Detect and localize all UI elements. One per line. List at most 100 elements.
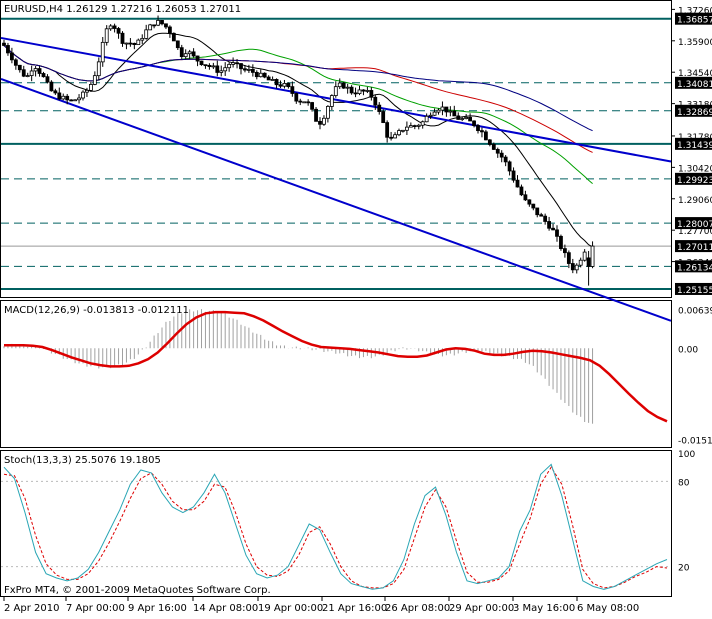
bear-candle (266, 76, 271, 81)
bear-candle (167, 26, 172, 34)
bear-candle (306, 101, 311, 104)
bull-candle (365, 90, 370, 92)
bear-candle (254, 72, 259, 78)
price-level-tag (675, 137, 712, 150)
bear-candle (298, 100, 303, 103)
time-axis-label: 3 May 16:00 (513, 603, 575, 614)
bear-candle (487, 139, 492, 145)
bear-candle (456, 115, 461, 120)
macd-pane: 0.00639 0.00 -0.0151 (3, 307, 712, 446)
bear-candle (503, 156, 508, 163)
bear-candle (120, 32, 125, 44)
price-level-label: 1.27011 (677, 243, 712, 253)
stoch-main-line (3, 463, 668, 590)
bull-candle (227, 63, 232, 69)
bear-candle (175, 40, 180, 49)
bull-candle (211, 65, 216, 68)
stoch-pane-frame (0, 450, 672, 597)
time-axis-label: 19 Apr 00:00 (258, 603, 323, 614)
bull-candle (73, 99, 77, 102)
ma-navy-line (3, 45, 593, 132)
bear-candle (13, 59, 18, 66)
lower-trendline (0, 78, 672, 322)
time-axis-label: 29 Apr 00:00 (449, 603, 514, 614)
bear-candle (116, 28, 121, 34)
bear-candle (215, 65, 220, 73)
ma-red-line (3, 45, 593, 153)
bull-candle (436, 109, 441, 113)
ma-black-line (3, 32, 593, 248)
time-axis-label: 6 May 08:00 (577, 603, 639, 614)
bear-candle (243, 68, 247, 71)
price-level-label: 1.32869 (677, 108, 712, 118)
bear-candle (53, 90, 58, 94)
bear-candle (527, 199, 532, 205)
bear-candle (381, 111, 386, 123)
bear-candle (310, 102, 315, 110)
bear-candle (171, 32, 176, 42)
bear-candle (507, 161, 512, 172)
price-level-tag (675, 260, 712, 273)
price-level-label: 1.28007 (677, 220, 712, 230)
bull-candle (223, 67, 228, 72)
bull-candle (29, 70, 34, 77)
bear-candle (369, 90, 374, 98)
bear-candle (195, 55, 200, 62)
bull-candle (329, 95, 334, 107)
stoch-tick-label: 80 (678, 478, 690, 488)
ma-green-line (3, 45, 593, 184)
bear-candle (17, 64, 22, 71)
bull-candle (282, 83, 287, 87)
bear-candle (551, 227, 555, 231)
bull-candle (404, 126, 409, 131)
bear-candle (535, 207, 540, 216)
bear-candle (65, 95, 70, 101)
price-level-label: 1.25155 (677, 286, 712, 296)
price-level-label: 1.29923 (677, 176, 712, 186)
bull-candle (61, 95, 66, 100)
bear-candle (318, 120, 322, 125)
bear-candle (377, 104, 382, 112)
bull-candle (85, 89, 89, 93)
bull-candle (148, 24, 153, 31)
bear-candle (555, 229, 559, 237)
stoch-signal-line (3, 466, 668, 589)
bear-candle (239, 63, 243, 70)
bear-candle (373, 96, 378, 106)
upper-trendline (0, 36, 672, 163)
price-level-tag (675, 104, 712, 117)
bull-candle (96, 61, 101, 77)
bull-candle (416, 124, 421, 127)
bear-candle (199, 60, 204, 66)
bear-candle (570, 263, 575, 271)
bull-candle (590, 245, 595, 267)
macd-tick-label: 0.00 (678, 345, 698, 355)
bear-candle (37, 68, 42, 74)
bear-candle (586, 257, 591, 267)
bull-candle (420, 121, 425, 126)
stoch-tick-label: 100 (678, 450, 695, 460)
bear-candle (191, 51, 196, 57)
price-level-tag (675, 172, 712, 185)
bear-candle (41, 73, 46, 78)
bull-candle (104, 28, 109, 43)
bear-candle (21, 69, 26, 77)
bull-candle (302, 101, 307, 104)
time-axis-label: 7 Apr 00:00 (66, 603, 125, 614)
bull-candle (89, 84, 93, 91)
price-pane: 1.372601.359001.345401.331801.317801.304… (0, 6, 712, 322)
bull-candle (345, 86, 350, 89)
bear-candle (49, 81, 54, 92)
bull-candle (33, 68, 38, 72)
bull-candle (156, 20, 160, 26)
bear-candle (294, 93, 299, 102)
price-tick-label: 1.34540 (678, 69, 712, 79)
macd-signal-line (4, 310, 668, 423)
time-axis-label: 21 Apr 16:00 (322, 603, 387, 614)
bear-candle (235, 62, 239, 65)
bull-candle (108, 25, 113, 30)
bear-candle (2, 42, 6, 46)
bull-candle (231, 62, 236, 65)
bull-candle (582, 251, 587, 261)
